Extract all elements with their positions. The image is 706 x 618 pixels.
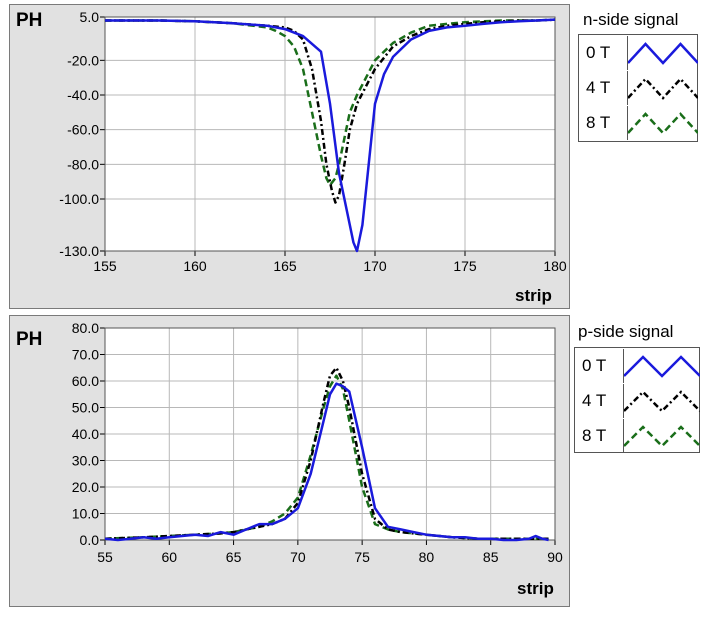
y-tick-label: -80.0	[67, 156, 99, 172]
y-tick-label: -20.0	[67, 52, 99, 68]
y-tick-label: 80.0	[72, 320, 99, 336]
legend-item-label: 0 T	[586, 43, 611, 62]
legend-swatch-line	[624, 390, 700, 413]
legend-item: 0 T	[575, 348, 700, 384]
n-side-chart-panel: 155 160 165 170 175 180 5.0 -20.0 -40.0 -60.0 -80.…	[9, 4, 570, 309]
legend-item-label: 0 T	[582, 356, 607, 375]
x-tick-label: 160	[183, 258, 207, 274]
x-tick-label: 175	[453, 258, 477, 274]
x-tick-label: 55	[97, 549, 113, 565]
x-tick-label: 60	[161, 549, 177, 565]
p-side-legend: 0 T 4 T 8 T	[574, 347, 700, 453]
legend-swatch	[627, 71, 698, 105]
y-tick-label: 5.0	[80, 9, 100, 25]
legend-swatch-line	[624, 355, 700, 378]
legend-swatch	[627, 36, 698, 70]
y-tick-label: -40.0	[67, 87, 99, 103]
x-tick-label: 90	[547, 549, 563, 565]
x-tick-label: 75	[354, 549, 370, 565]
legend-item-label: 8 T	[582, 426, 607, 445]
legend-item: 4 T	[579, 70, 698, 106]
n-side-legend-title: n-side signal	[583, 10, 679, 29]
y-tick-label: 70.0	[72, 347, 99, 363]
n-side-y-axis-label: PH	[16, 10, 43, 31]
n-side-plot: 155 160 165 170 175 180 5.0 -20.0 -40.0 -60.0 -80.…	[59, 9, 567, 274]
y-tick-label: 10.0	[72, 506, 99, 522]
plot-area	[104, 16, 556, 252]
p-side-y-axis-label: PH	[16, 329, 43, 350]
x-tick-label: 85	[483, 549, 499, 565]
series-line-0t	[104, 382, 549, 542]
legend-swatch	[623, 419, 700, 453]
y-tick-label: 40.0	[72, 426, 99, 442]
p-side-x-axis-label: strip	[517, 579, 554, 598]
plot-frame	[104, 16, 556, 252]
x-tick-label: 70	[290, 549, 306, 565]
x-tick-label: 165	[273, 258, 297, 274]
n-side-x-axis-label: strip	[515, 286, 552, 305]
y-tick-label: 20.0	[72, 479, 99, 495]
x-tick-label: 170	[363, 258, 387, 274]
y-tick-label: -130.0	[59, 243, 99, 259]
legend-swatch-line	[628, 112, 698, 135]
x-tick-label: 155	[93, 258, 117, 274]
y-tick-label: 0.0	[80, 532, 100, 548]
x-tick-label: 65	[226, 549, 242, 565]
legend-swatch	[623, 349, 700, 383]
legend-item: 4 T	[575, 383, 700, 419]
y-tick-label: -60.0	[67, 122, 99, 138]
legend-swatch-line	[628, 77, 698, 100]
y-tick-label: 50.0	[72, 400, 99, 416]
y-tick-label: -100.0	[59, 191, 99, 207]
x-tick-label: 180	[543, 258, 567, 274]
legend-item-label: 4 T	[582, 391, 607, 410]
legend-item: 8 T	[575, 418, 700, 454]
legend-item-label: 4 T	[586, 78, 611, 97]
legend-swatch-line	[624, 425, 700, 448]
legend-item: 0 T	[579, 35, 698, 71]
p-side-legend-title: p-side signal	[578, 322, 674, 341]
legend-item: 8 T	[579, 105, 698, 141]
p-side-plot: 55 60 65 70 75 80 85 90 80.0 70.0 60.0 50.0 40.0 30.0…	[72, 320, 563, 565]
plot-frame	[104, 327, 556, 541]
legend-swatch	[627, 106, 698, 140]
series-line-8t	[105, 18, 556, 187]
legend-item-label: 8 T	[586, 113, 611, 132]
x-tick-label: 80	[419, 549, 435, 565]
y-tick-label: 60.0	[72, 373, 99, 389]
n-side-legend: 0 T 4 T 8 T	[578, 34, 698, 142]
p-side-chart-panel: 55 60 65 70 75 80 85 90 80.0 70.0 60.0 50.0 40.0 30.0…	[9, 315, 570, 607]
y-tick-label: 30.0	[72, 453, 99, 469]
legend-swatch	[623, 384, 700, 418]
legend-swatch-line	[628, 42, 698, 65]
series-line-0t	[105, 18, 556, 253]
series-line-4t	[105, 18, 556, 204]
